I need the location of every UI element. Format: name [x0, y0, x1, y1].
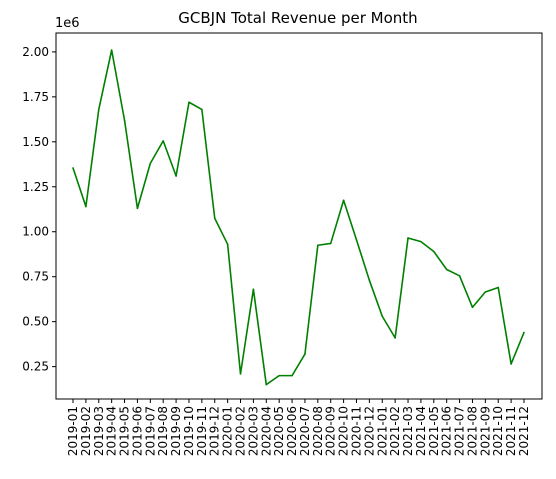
x-tick-label: 2019-01	[66, 406, 80, 456]
data-point-2019-06	[136, 207, 139, 210]
data-point-2021-02	[394, 337, 396, 339]
data-point-2020-08	[317, 244, 319, 247]
x-tick-label: 2021-04	[414, 406, 428, 456]
data-point-2021-01	[381, 315, 384, 318]
y-tick-label: 1.75	[22, 90, 49, 104]
y-axis: 0.25 0.50 0.75 1.00 1.25 1.50 1.75 2.00	[22, 45, 56, 374]
x-tick-label: 2020-04	[259, 406, 273, 456]
data-point-2021-07	[458, 275, 461, 277]
x-tick-label: 2021-10	[491, 406, 505, 456]
x-tick-label: 2020-02	[234, 406, 248, 456]
x-tick-label: 2020-07	[298, 406, 312, 456]
x-tick-label: 2021-01	[375, 406, 389, 456]
x-tick-label: 2019-09	[169, 406, 183, 456]
x-tick-label: 2019-07	[143, 406, 157, 456]
x-tick-label: 2020-05	[272, 406, 286, 456]
x-tick-label: 2021-08	[465, 406, 479, 456]
x-axis: 2019-012019-022019-032019-042019-052019-…	[66, 399, 531, 456]
data-point-2020-12	[368, 279, 371, 282]
x-tick-label: 2019-12	[208, 406, 222, 456]
data-point-2019-03	[97, 108, 100, 111]
data-point-2020-09	[329, 242, 332, 245]
x-tick-label: 2020-08	[311, 406, 325, 456]
data-point-2021-04	[420, 240, 422, 243]
y-tick-label: 0.75	[22, 270, 49, 284]
y-tick-label: 0.25	[22, 360, 49, 374]
data-point-2021-06	[445, 268, 448, 271]
data-point-2019-09	[175, 175, 177, 177]
data-point-2021-08	[471, 306, 474, 309]
data-point-2020-10	[342, 199, 345, 202]
x-tick-label: 2021-12	[517, 406, 531, 456]
x-tick-label: 2020-09	[324, 406, 338, 456]
y-tick-label: 0.50	[22, 315, 49, 329]
data-point-2019-10	[188, 101, 190, 104]
data-point-2021-05	[433, 250, 435, 253]
y-tick-label: 2.00	[22, 45, 49, 59]
data-point-2021-09	[484, 291, 487, 293]
x-tick-label: 2021-07	[453, 406, 467, 456]
data-point-2020-07	[304, 353, 306, 355]
x-tick-label: 2020-12	[362, 406, 376, 456]
data-point-2021-03	[407, 237, 409, 239]
x-tick-label: 2020-06	[285, 406, 299, 456]
data-point-2020-06	[291, 374, 293, 377]
data-point-2019-02	[85, 205, 87, 208]
data-point-2019-11	[201, 108, 203, 111]
x-tick-label: 2019-10	[182, 406, 196, 456]
x-tick-label: 2021-11	[504, 406, 518, 456]
x-tick-label: 2019-04	[105, 406, 119, 456]
data-point-2019-08	[162, 140, 164, 142]
revenue-series-line	[72, 49, 525, 386]
data-point-2021-10	[497, 286, 500, 289]
chart-title: GCBJN Total Revenue per Month	[178, 9, 417, 27]
x-tick-label: 2019-11	[195, 406, 209, 456]
data-point-2021-12	[523, 331, 525, 334]
data-point-2020-04	[265, 383, 268, 386]
data-point-2019-12	[213, 217, 216, 220]
data-point-2019-07	[149, 162, 152, 165]
axes-frame	[55, 32, 543, 400]
x-tick-label: 2019-02	[79, 406, 93, 456]
x-tick-label: 2019-03	[92, 406, 106, 456]
x-tick-label: 2021-02	[388, 406, 402, 456]
x-tick-label: 2021-03	[401, 406, 415, 456]
x-tick-label: 2020-10	[337, 406, 351, 456]
data-point-2020-03	[252, 288, 255, 291]
data-point-2019-01	[72, 167, 74, 169]
x-tick-label: 2020-11	[349, 406, 363, 456]
data-point-2021-11	[510, 363, 512, 365]
x-tick-label: 2021-05	[427, 406, 441, 456]
x-tick-label: 2019-08	[156, 406, 170, 456]
series-layer	[72, 49, 525, 386]
y-axis-offset-label: 1e6	[55, 16, 80, 31]
data-point-2020-11	[355, 239, 358, 241]
y-tick-label: 1.50	[22, 135, 49, 149]
data-point-2020-01	[226, 243, 229, 246]
data-point-2020-02	[239, 373, 242, 375]
x-tick-label: 2020-03	[246, 406, 260, 456]
data-point-2019-04	[110, 49, 113, 51]
data-point-2020-05	[278, 374, 280, 377]
x-tick-label: 2021-09	[478, 406, 492, 456]
x-tick-label: 2020-01	[221, 406, 235, 456]
data-point-2019-05	[123, 119, 126, 122]
x-tick-label: 2019-06	[130, 406, 144, 456]
y-tick-label: 1.00	[22, 225, 49, 239]
x-tick-label: 2019-05	[118, 406, 132, 456]
y-tick-label: 1.25	[22, 180, 49, 194]
x-tick-label: 2021-06	[440, 406, 454, 456]
